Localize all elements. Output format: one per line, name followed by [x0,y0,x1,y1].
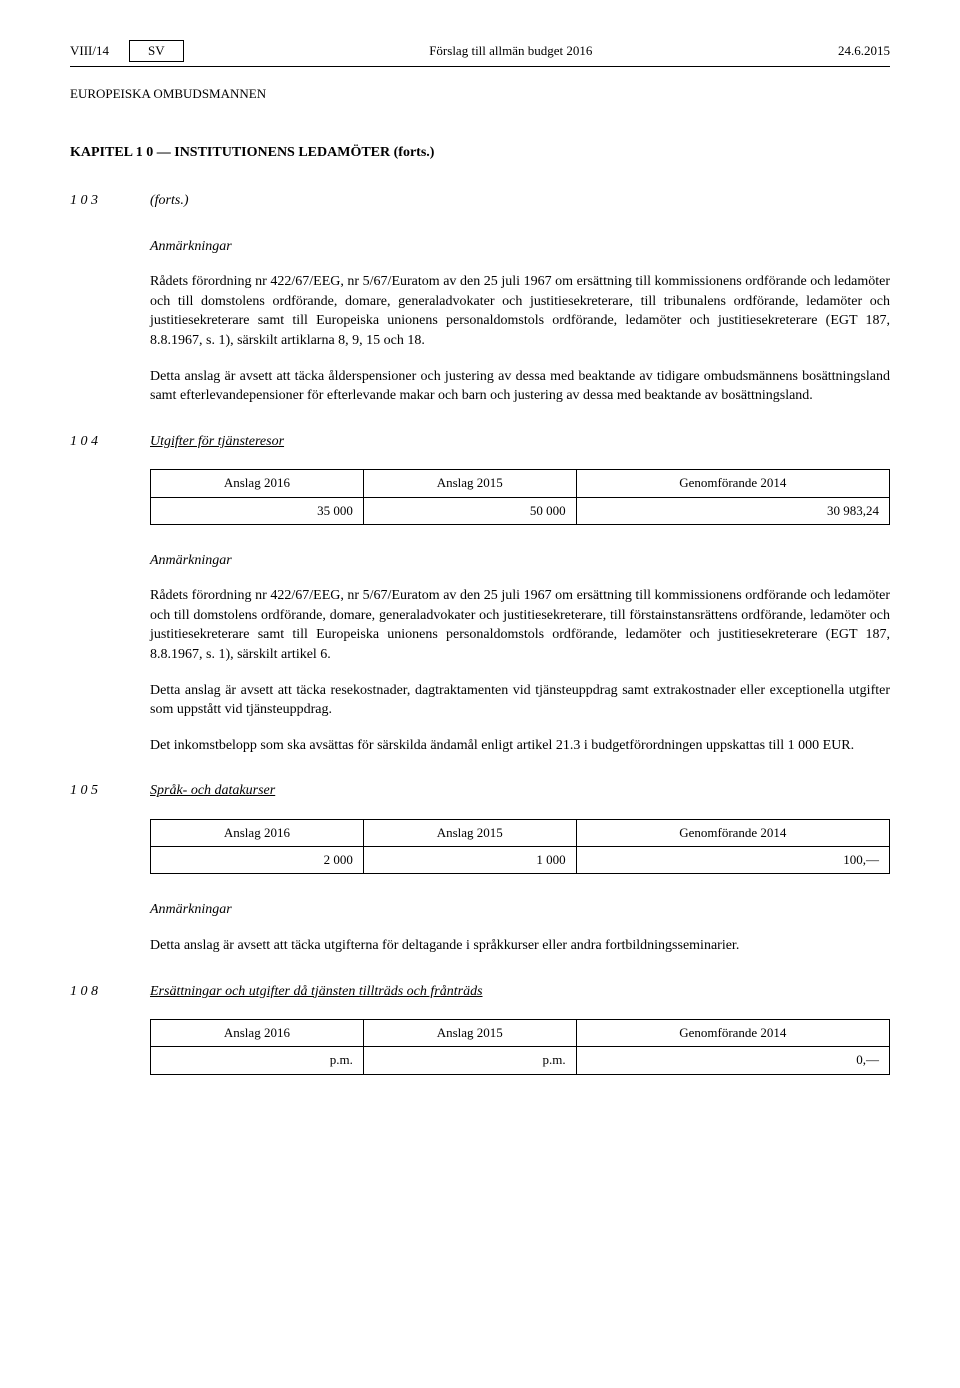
header-rule [70,66,890,67]
cell: 1 000 [363,847,576,874]
col-header: Anslag 2016 [151,470,364,497]
col-header: Anslag 2015 [363,470,576,497]
cell: 2 000 [151,847,364,874]
item-103-row: 1 0 3 (forts.) [70,191,890,211]
item-108-table-wrap: Anslag 2016 Anslag 2015 Genomförande 201… [150,1019,890,1074]
item-103-title: (forts.) [150,191,189,211]
cell: 35 000 [151,497,364,524]
item-108-title: Ersättningar och utgifter då tjänsten ti… [150,982,483,1002]
col-header: Anslag 2015 [363,1020,576,1047]
remarks-label: Anmärkningar [150,900,890,920]
item-105-p1: Detta anslag är avsett att täcka utgifte… [150,936,890,956]
cell: 100,— [576,847,889,874]
page-ref: VIII/14 [70,42,109,60]
col-header: Anslag 2016 [151,1020,364,1047]
item-105-row: 1 0 5 Språk- och datakurser [70,781,890,801]
item-103-remarks: Anmärkningar Rådets förordning nr 422/67… [150,237,890,406]
item-104-remarks: Anmärkningar Rådets förordning nr 422/67… [150,551,890,756]
item-104-title: Utgifter för tjänsteresor [150,432,284,452]
cell: 0,— [576,1047,889,1074]
col-header: Genomförande 2014 [576,1020,889,1047]
item-108-num: 1 0 8 [70,982,118,1002]
col-header: Anslag 2015 [363,820,576,847]
item-104-num: 1 0 4 [70,432,118,452]
item-104-p2: Detta anslag är avsett att täcka resekos… [150,681,890,720]
col-header: Genomförande 2014 [576,820,889,847]
item-103-p1: Rådets förordning nr 422/67/EEG, nr 5/67… [150,272,890,350]
item-103-p2: Detta anslag är avsett att täcka åldersp… [150,367,890,406]
item-105-num: 1 0 5 [70,781,118,801]
section-owner: EUROPEISKA OMBUDSMANNEN [70,85,890,103]
item-104-table-wrap: Anslag 2016 Anslag 2015 Genomförande 201… [150,469,890,524]
header-title: Förslag till allmän budget 2016 [184,42,838,60]
col-header: Genomförande 2014 [576,470,889,497]
cell: p.m. [151,1047,364,1074]
item-105-table-wrap: Anslag 2016 Anslag 2015 Genomförande 201… [150,819,890,874]
col-header: Anslag 2016 [151,820,364,847]
cell: 30 983,24 [576,497,889,524]
header-date: 24.6.2015 [838,42,890,60]
item-105-remarks: Anmärkningar Detta anslag är avsett att … [150,900,890,955]
item-104-p1: Rådets förordning nr 422/67/EEG, nr 5/67… [150,586,890,664]
item-108-row: 1 0 8 Ersättningar och utgifter då tjäns… [70,982,890,1002]
item-105-title: Språk- och datakurser [150,781,275,801]
header-left: VIII/14 SV [70,40,184,62]
chapter-heading: KAPITEL 1 0 — INSTITUTIONENS LEDAMÖTER (… [70,143,890,163]
item-108-table: Anslag 2016 Anslag 2015 Genomförande 201… [150,1019,890,1074]
item-104-p3: Det inkomstbelopp som ska avsättas för s… [150,736,890,756]
page-header: VIII/14 SV Förslag till allmän budget 20… [70,40,890,62]
item-104-row: 1 0 4 Utgifter för tjänsteresor [70,432,890,452]
item-103-num: 1 0 3 [70,191,118,211]
item-105-table: Anslag 2016 Anslag 2015 Genomförande 201… [150,819,890,874]
remarks-label: Anmärkningar [150,551,890,571]
item-104-table: Anslag 2016 Anslag 2015 Genomförande 201… [150,469,890,524]
remarks-label: Anmärkningar [150,237,890,257]
cell: p.m. [363,1047,576,1074]
lang-box: SV [129,40,184,62]
cell: 50 000 [363,497,576,524]
